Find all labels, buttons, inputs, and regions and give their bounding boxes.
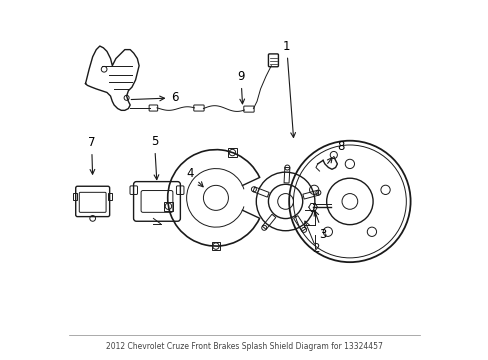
Text: 1: 1 (283, 40, 295, 138)
Text: 7: 7 (88, 136, 95, 174)
Text: 9: 9 (237, 70, 244, 104)
Text: 8: 8 (327, 140, 344, 163)
Text: 3: 3 (313, 211, 326, 241)
Text: 5: 5 (150, 135, 159, 180)
Text: 2012 Chevrolet Cruze Front Brakes Splash Shield Diagram for 13324457: 2012 Chevrolet Cruze Front Brakes Splash… (106, 342, 382, 351)
Text: 4: 4 (186, 167, 203, 187)
Text: 2: 2 (311, 242, 319, 255)
Text: 6: 6 (131, 91, 179, 104)
